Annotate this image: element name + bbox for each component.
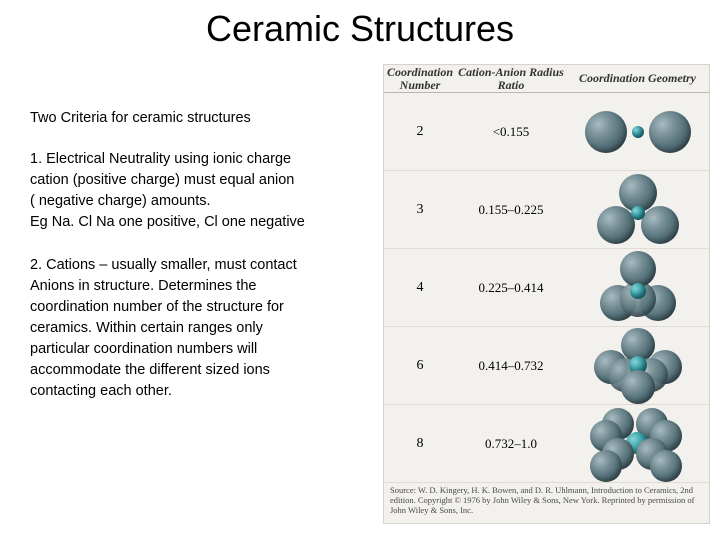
coordination-table: Coordination Number Cation-Anion Radius … — [383, 64, 710, 524]
table-row: 3 0.155–0.225 — [384, 171, 709, 249]
header-geometry: Coordination Geometry — [566, 72, 709, 85]
geometry-diagram-triangle — [566, 171, 709, 248]
geometry-diagram-cubic — [566, 405, 709, 482]
criterion-1: 1. Electrical Neutrality using ionic cha… — [30, 149, 375, 233]
criterion-2: 2. Cations – usually smaller, must conta… — [30, 255, 375, 402]
cn-value: 4 — [384, 280, 456, 296]
p2-line: Anions in structure. Determines the — [30, 276, 375, 297]
table-row: 8 0.732–1.0 — [384, 405, 709, 483]
p1-line: cation (positive charge) must equal anio… — [30, 170, 375, 191]
table-row: 4 0.225–0.414 — [384, 249, 709, 327]
header-coordination-number: Coordination Number — [384, 66, 456, 91]
p2-line: contacting each other. — [30, 381, 375, 402]
page-title: Ceramic Structures — [0, 0, 720, 64]
ratio-value: 0.414–0.732 — [456, 358, 566, 374]
content-row: Two Criteria for ceramic structures 1. E… — [0, 64, 720, 524]
text-column: Two Criteria for ceramic structures 1. E… — [30, 64, 375, 524]
cn-value: 6 — [384, 358, 456, 374]
p2-line: accommodate the different sized ions — [30, 360, 375, 381]
ratio-value: <0.155 — [456, 124, 566, 140]
geometry-diagram-linear — [566, 93, 709, 170]
p1-line: Eg Na. Cl Na one positive, Cl one negati… — [30, 212, 375, 233]
p2-line: 2. Cations – usually smaller, must conta… — [30, 255, 375, 276]
p1-line: ( negative charge) amounts. — [30, 191, 375, 212]
cn-value: 8 — [384, 436, 456, 452]
geometry-diagram-tetrahedral — [566, 249, 709, 326]
ratio-value: 0.732–1.0 — [456, 436, 566, 452]
figure-caption: Source: W. D. Kingery, H. K. Bowen, and … — [384, 483, 709, 519]
p1-line: 1. Electrical Neutrality using ionic cha… — [30, 149, 375, 170]
cn-value: 2 — [384, 124, 456, 140]
p2-line: ceramics. Within certain ranges only — [30, 318, 375, 339]
ratio-value: 0.155–0.225 — [456, 202, 566, 218]
cn-value: 3 — [384, 202, 456, 218]
geometry-diagram-octahedral — [566, 327, 709, 404]
table-row: 2 <0.155 — [384, 93, 709, 171]
p2-line: coordination number of the structure for — [30, 297, 375, 318]
intro-line: Two Criteria for ceramic structures — [30, 108, 375, 129]
header-radius-ratio: Cation-Anion Radius Ratio — [456, 66, 566, 91]
table-header: Coordination Number Cation-Anion Radius … — [384, 65, 709, 93]
table-row: 6 0.414–0.732 — [384, 327, 709, 405]
p2-line: particular coordination numbers will — [30, 339, 375, 360]
figure-column: Coordination Number Cation-Anion Radius … — [375, 64, 710, 524]
ratio-value: 0.225–0.414 — [456, 280, 566, 296]
